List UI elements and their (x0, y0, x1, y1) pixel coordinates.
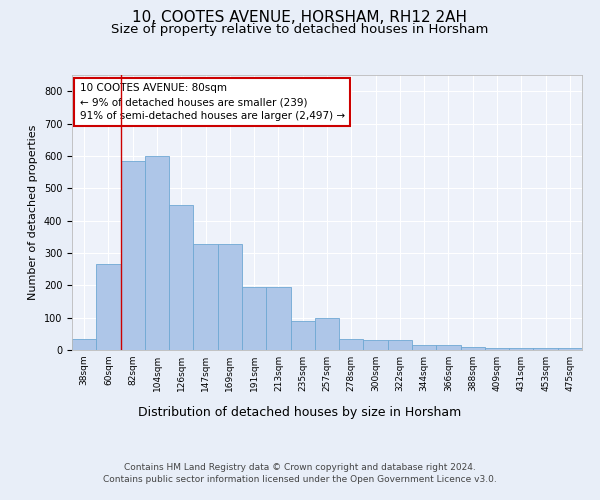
Y-axis label: Number of detached properties: Number of detached properties (28, 125, 38, 300)
Bar (218, 244, 242, 350)
Bar (193, 244, 218, 350)
Bar (169, 205, 193, 350)
Bar (339, 338, 364, 350)
Bar (533, 348, 558, 350)
Bar (266, 287, 290, 350)
Text: Size of property relative to detached houses in Horsham: Size of property relative to detached ho… (112, 24, 488, 36)
Text: 10, COOTES AVENUE, HORSHAM, RH12 2AH: 10, COOTES AVENUE, HORSHAM, RH12 2AH (133, 10, 467, 25)
Text: Contains public sector information licensed under the Open Government Licence v3: Contains public sector information licen… (103, 476, 497, 484)
Bar (242, 287, 266, 350)
Bar (121, 160, 145, 350)
Text: Contains HM Land Registry data © Crown copyright and database right 2024.: Contains HM Land Registry data © Crown c… (124, 463, 476, 472)
Text: 10 COOTES AVENUE: 80sqm
← 9% of detached houses are smaller (239)
91% of semi-de: 10 COOTES AVENUE: 80sqm ← 9% of detached… (80, 83, 345, 121)
Bar (461, 347, 485, 350)
Bar (72, 338, 96, 350)
Bar (509, 348, 533, 350)
Bar (388, 340, 412, 350)
Text: Distribution of detached houses by size in Horsham: Distribution of detached houses by size … (139, 406, 461, 419)
Bar (558, 348, 582, 350)
Bar (412, 345, 436, 350)
Bar (145, 156, 169, 350)
Bar (315, 318, 339, 350)
Bar (485, 348, 509, 350)
Bar (364, 340, 388, 350)
Bar (96, 264, 121, 350)
Bar (290, 321, 315, 350)
Bar (436, 345, 461, 350)
